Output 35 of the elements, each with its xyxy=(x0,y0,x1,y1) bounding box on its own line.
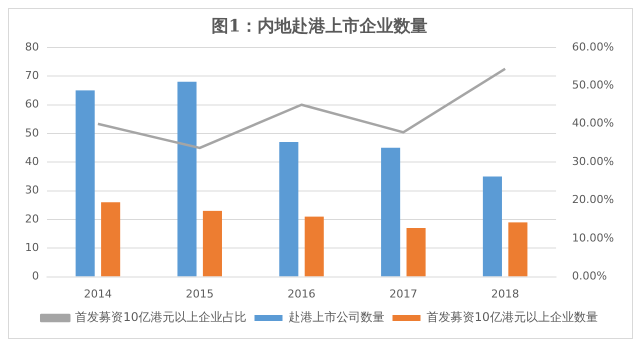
legend-label: 首发募资10亿港元以上企业占比 xyxy=(75,310,247,324)
bar xyxy=(177,82,197,276)
x-tick-label: 2014 xyxy=(84,287,112,300)
chart-title: 图1：内地赴港上市企业数量 xyxy=(212,16,428,37)
y2-tick-label: 40.00% xyxy=(572,116,614,130)
bar xyxy=(406,228,426,276)
x-tick-label: 2015 xyxy=(186,287,214,300)
x-tick-label: 2016 xyxy=(288,287,316,300)
legend-label: 赴港上市公司数量 xyxy=(288,310,384,324)
legend-label: 首发募资10亿港元以上企业数量 xyxy=(426,310,598,324)
bar xyxy=(101,202,120,276)
y-tick-label: 70 xyxy=(24,68,39,82)
y2-tick-label: 10.00% xyxy=(572,231,614,244)
y-tick-label: 40 xyxy=(24,154,39,168)
x-tick-label: 2018 xyxy=(491,287,520,300)
bar xyxy=(279,142,298,276)
y-tick-label: 10 xyxy=(24,240,39,254)
bar xyxy=(508,222,528,276)
bar xyxy=(381,148,400,276)
bar xyxy=(304,216,324,276)
x-tick-label: 2017 xyxy=(389,287,418,300)
y2-tick-label: 20.00% xyxy=(572,193,614,206)
y-tick-label: 30 xyxy=(24,184,39,197)
y-tick-label: 20 xyxy=(24,212,39,226)
y-tick-label: 0 xyxy=(32,270,39,283)
y2-tick-label: 60.00% xyxy=(572,40,614,54)
y2-tick-label: 0.00% xyxy=(572,270,608,283)
y2-tick-label: 30.00% xyxy=(572,154,614,168)
bar xyxy=(482,176,502,276)
y-tick-label: 60 xyxy=(24,98,39,111)
y2-tick-label: 50.00% xyxy=(572,78,614,92)
bar xyxy=(202,210,222,276)
y-tick-label: 50 xyxy=(24,126,39,140)
bar xyxy=(76,90,95,276)
y-tick-label: 80 xyxy=(24,40,39,54)
